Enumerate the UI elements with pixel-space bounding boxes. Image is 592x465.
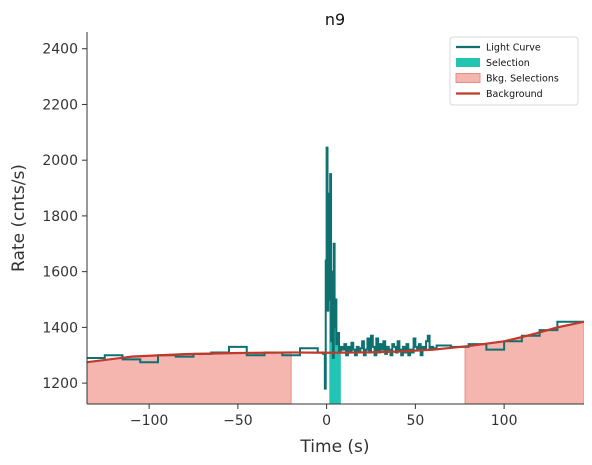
y-tick-label: 1600	[42, 265, 78, 281]
ticks: −100 −50 0 50 100 1200 1400 1600 1800 2000 2200 240…	[42, 42, 517, 429]
light-curve-line	[87, 146, 584, 390]
x-axis-label: Time (s)	[299, 437, 369, 457]
legend-swatch-patch	[455, 73, 481, 83]
y-tick-label: 1200	[42, 376, 78, 392]
y-tick-label: 2400	[42, 42, 78, 58]
y-tick-label: 2200	[42, 97, 78, 113]
legend: Light Curve Selection Bkg. Selections Backg…	[449, 36, 579, 106]
axes	[86, 32, 584, 405]
x-tick-label: −100	[130, 413, 168, 429]
y-axis-label: Rate (cnts/s)	[9, 164, 29, 272]
legend-entry-label: Background	[486, 89, 543, 100]
bkg-selections-layer	[87, 321, 584, 404]
legend-box	[449, 36, 579, 106]
bkg-selection-region-2	[464, 321, 584, 404]
light-curve-layer	[87, 146, 584, 390]
legend-swatch-patch	[456, 58, 480, 67]
y-tick-label: 2000	[42, 153, 78, 169]
background-layer	[87, 320, 584, 364]
x-tick-label: 50	[406, 413, 424, 429]
x-tick-label: −50	[223, 413, 253, 429]
legend-entry-label: Light Curve	[486, 43, 541, 54]
x-tick-label: 100	[491, 413, 518, 429]
y-tick-label: 1800	[42, 209, 78, 225]
y-tick-label: 1400	[42, 320, 78, 336]
x-tick-label: 0	[322, 413, 331, 429]
bkg-selection-region-1	[87, 351, 292, 404]
legend-entry-label: Selection	[486, 58, 530, 69]
background-curve	[87, 320, 584, 364]
legend-entry-label: Bkg. Selections	[486, 74, 559, 85]
chart-title: n9	[325, 10, 345, 29]
